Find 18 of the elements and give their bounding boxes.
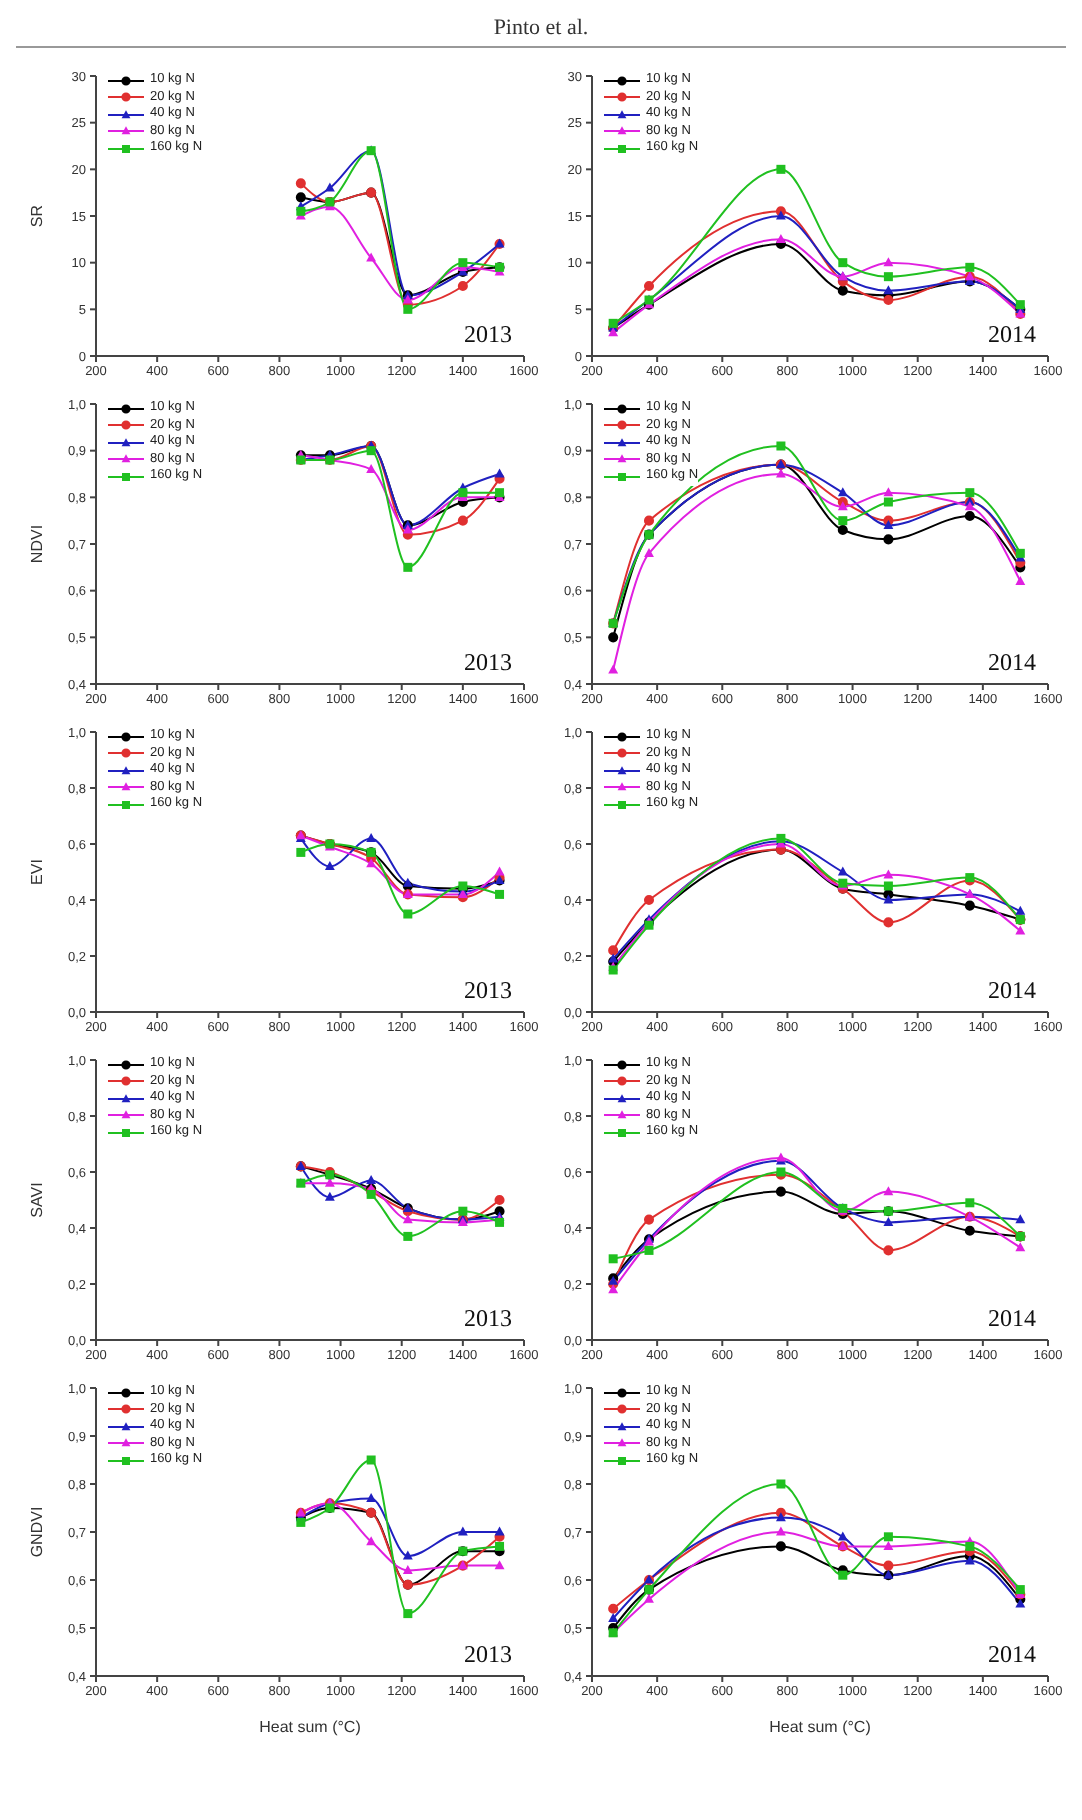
- annotation: 2014: [988, 1304, 1036, 1334]
- x-axis-title: Heat sum (°C): [769, 1718, 872, 1736]
- annotation: 2014: [988, 976, 1036, 1006]
- y-axis-title: NDVI: [27, 524, 46, 564]
- y-axis-title: SAVI: [27, 1182, 46, 1218]
- annotation: 2013: [464, 976, 512, 1006]
- annotation: 2014: [988, 648, 1036, 678]
- annotation: 2014: [988, 1640, 1036, 1670]
- annotation: 2013: [464, 648, 512, 678]
- y-axis-title: EVI: [27, 859, 46, 885]
- text: Pinto et al.: [16, 16, 1066, 48]
- y-axis-title: SR: [27, 204, 46, 228]
- annotation: 2013: [464, 1304, 512, 1334]
- annotation: 2013: [464, 1640, 512, 1670]
- y-axis-title: GNDVI: [27, 1506, 46, 1558]
- annotation: 2013: [464, 320, 512, 350]
- x-axis-title: Heat sum (°C): [259, 1718, 362, 1736]
- annotation: 2014: [988, 320, 1036, 350]
